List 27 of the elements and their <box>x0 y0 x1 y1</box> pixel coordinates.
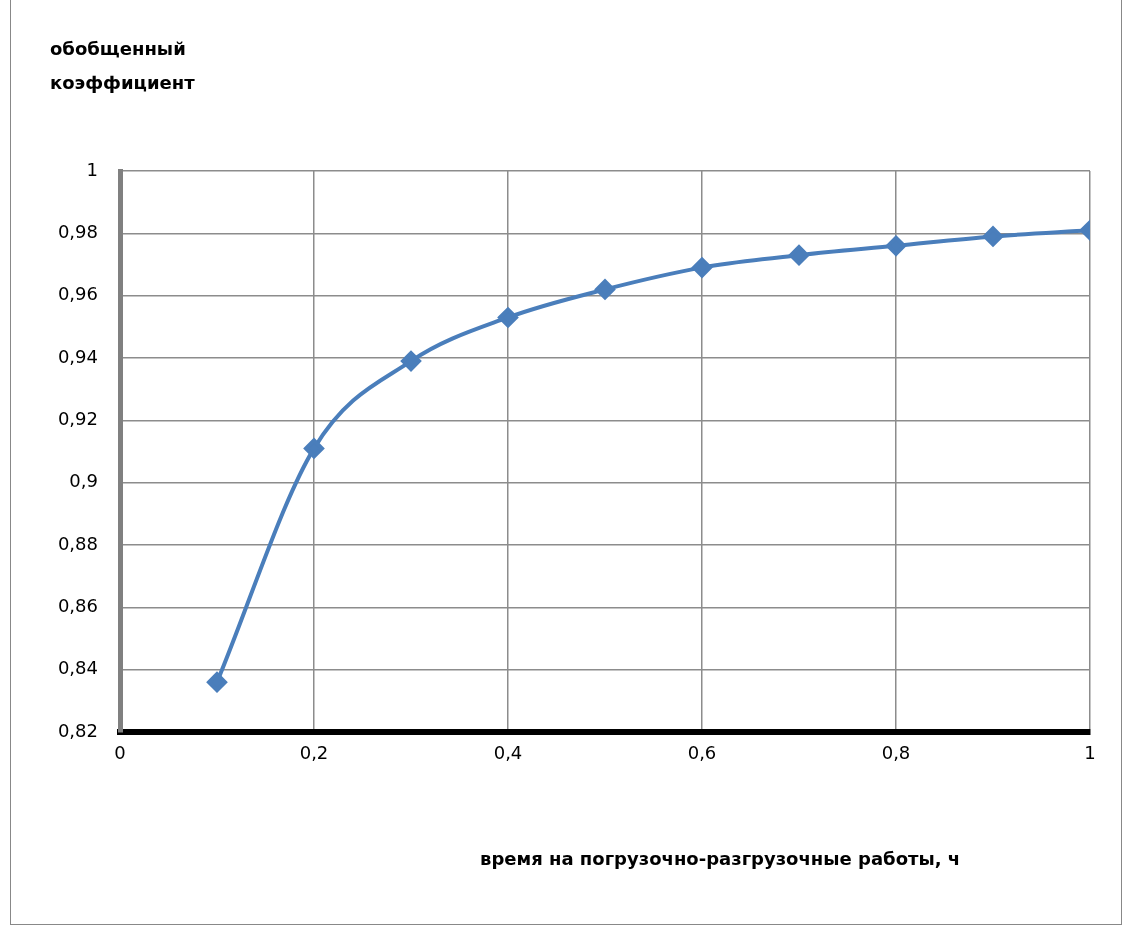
y-tick-label: 0,92 <box>57 408 98 430</box>
x-axis-title: время на погрузочно-разгрузочные работы, ч <box>480 848 961 869</box>
x-tick-label: 1 <box>1084 742 1096 764</box>
point <box>789 245 809 266</box>
y-axis-title: обобщенный коэффициент <box>50 37 196 95</box>
y-tick-label: 0,82 <box>57 719 98 741</box>
x-tick-label: 0,8 <box>881 742 911 764</box>
point <box>886 235 906 256</box>
x-tick-label: 0,6 <box>687 742 717 764</box>
y-tick-label: 0,86 <box>57 595 98 617</box>
x-tick-label: 0 <box>114 742 126 764</box>
point <box>983 226 1003 247</box>
point <box>498 307 518 328</box>
point <box>401 351 421 372</box>
point <box>692 257 712 278</box>
point <box>304 438 324 459</box>
y-tick-label: 1 <box>86 158 98 180</box>
x-tick-label: 0,4 <box>493 742 523 764</box>
x-tick-label: 0,2 <box>299 742 329 764</box>
y-tick-label: 0,88 <box>57 532 98 554</box>
y-tick-label: 0,9 <box>69 470 98 492</box>
point <box>207 672 227 693</box>
point <box>595 279 615 300</box>
y-tick-label: 0,94 <box>57 345 98 367</box>
y-tick-label: 0,96 <box>57 283 98 305</box>
y-tick-label: 0,98 <box>57 221 98 243</box>
y-tick-label: 0,84 <box>57 657 98 679</box>
